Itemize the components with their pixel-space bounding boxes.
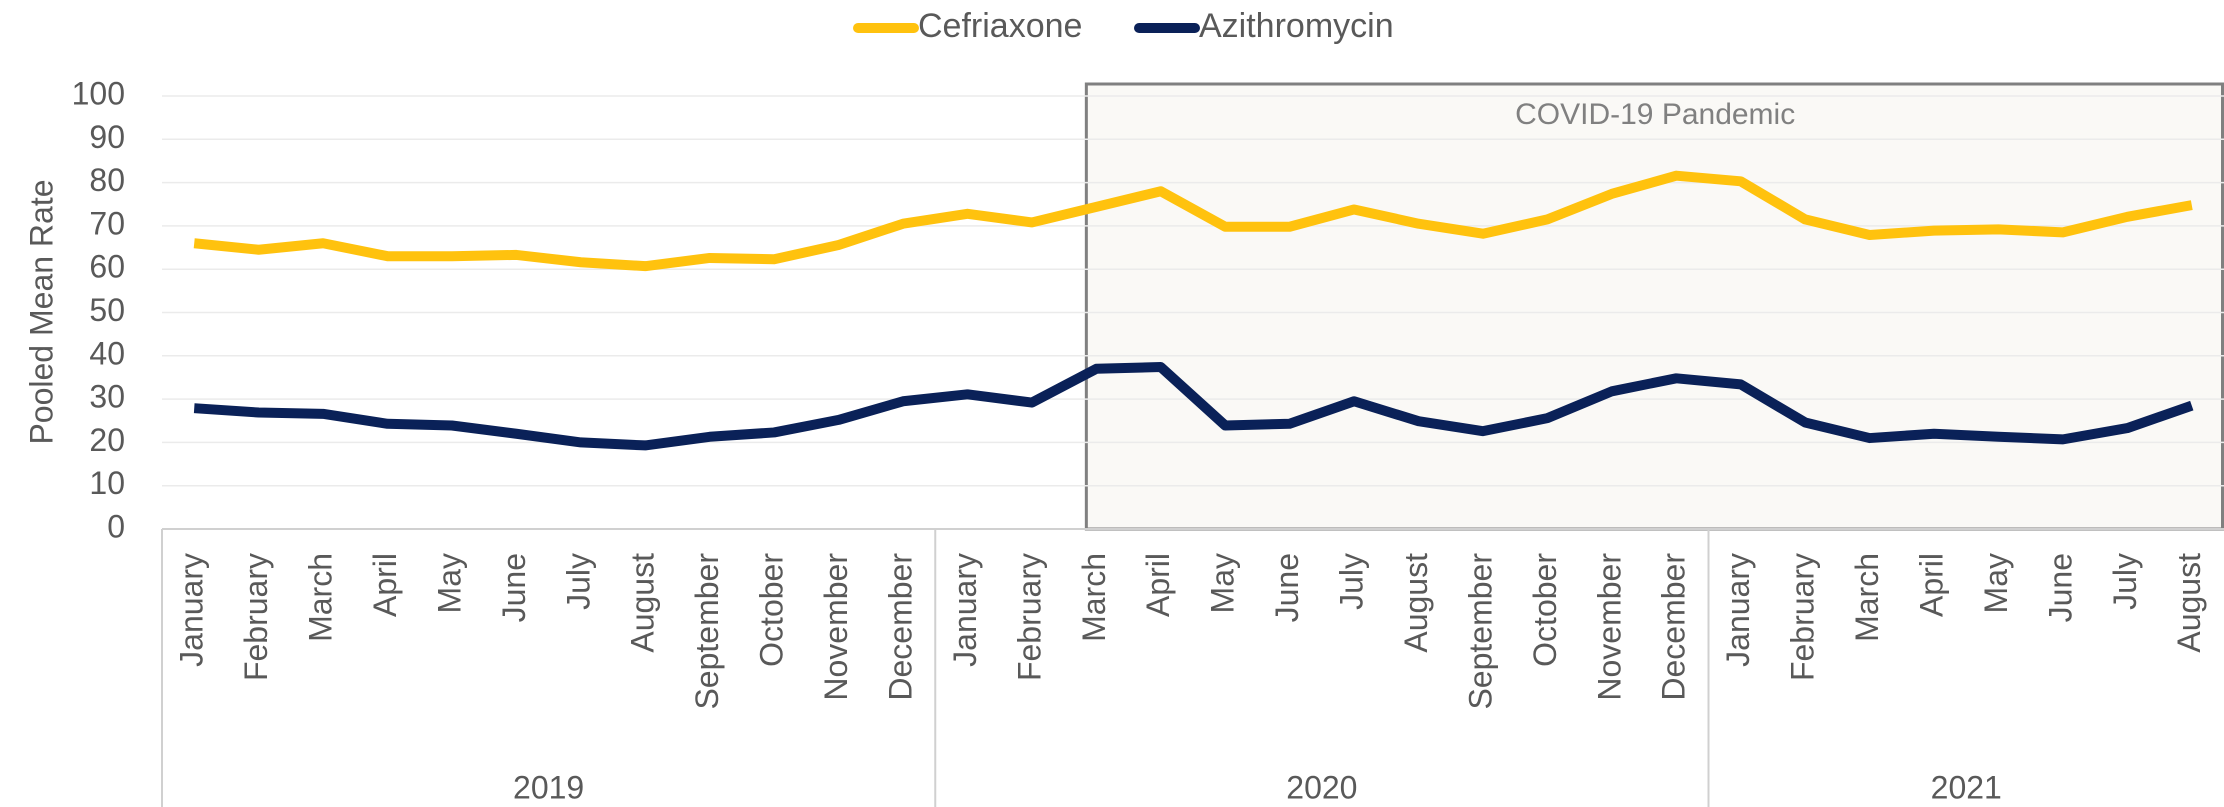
x-tick-label: April — [1913, 553, 1949, 617]
legend-label: Azithromycin — [1199, 7, 1394, 45]
x-tick-label: January — [1720, 553, 1756, 667]
group-label: 2019 — [513, 769, 584, 805]
y-tick-label: 10 — [89, 465, 125, 501]
y-tick-label: 60 — [89, 249, 125, 285]
x-tick-label: March — [303, 553, 339, 642]
x-tick-label: November — [818, 553, 854, 701]
y-tick-label: 70 — [89, 205, 125, 241]
x-tick-label: August — [1398, 553, 1434, 653]
x-tick-label: February — [1785, 553, 1821, 681]
x-tick-label: April — [1140, 553, 1176, 617]
x-tick-label: April — [367, 553, 403, 617]
legend-label: Cefriaxone — [918, 7, 1082, 45]
x-tick-label: June — [2042, 553, 2078, 622]
x-tick-label: September — [1462, 553, 1498, 710]
y-tick-label: 0 — [107, 508, 125, 544]
x-tick-label: February — [238, 553, 274, 681]
x-tick-label: July — [1334, 553, 1370, 610]
x-tick-label: March — [1849, 553, 1885, 642]
x-tick-label: September — [689, 553, 725, 710]
x-tick-label: January — [947, 553, 983, 667]
y-tick-label: 40 — [89, 335, 125, 371]
y-tick-label: 20 — [89, 422, 125, 458]
x-tick-label: June — [496, 553, 532, 622]
x-tick-label: May — [1978, 553, 2014, 613]
y-tick-label: 100 — [72, 75, 125, 111]
x-tick-label: March — [1076, 553, 1112, 642]
x-tick-label: October — [1527, 553, 1563, 667]
x-tick-label: December — [1656, 553, 1692, 701]
y-tick-label: 30 — [89, 379, 125, 415]
y-axis-title: Pooled Mean Rate — [23, 179, 59, 444]
x-tick-label: October — [754, 553, 790, 667]
x-tick-label: May — [431, 553, 467, 613]
y-tick-label: 90 — [89, 119, 125, 155]
y-tick-label: 80 — [89, 162, 125, 198]
group-label: 2020 — [1286, 769, 1357, 805]
annotation-box — [1084, 82, 2224, 531]
x-tick-label: May — [1205, 553, 1241, 613]
x-tick-label: February — [1011, 553, 1047, 681]
x-tick-label: January — [174, 553, 210, 667]
x-tick-label: December — [882, 553, 918, 701]
x-tick-label: July — [2107, 553, 2143, 610]
x-tick-label: November — [1591, 553, 1627, 701]
group-label: 2021 — [1931, 769, 2002, 805]
x-tick-label: June — [1269, 553, 1305, 622]
y-tick-label: 50 — [89, 292, 125, 328]
annotation-text: COVID-19 Pandemic — [1515, 98, 1795, 131]
series-line — [193, 362, 2194, 451]
x-tick-label: August — [625, 553, 661, 653]
series-line — [193, 170, 2193, 272]
x-tick-label: August — [2171, 553, 2207, 653]
x-tick-label: July — [560, 553, 596, 610]
